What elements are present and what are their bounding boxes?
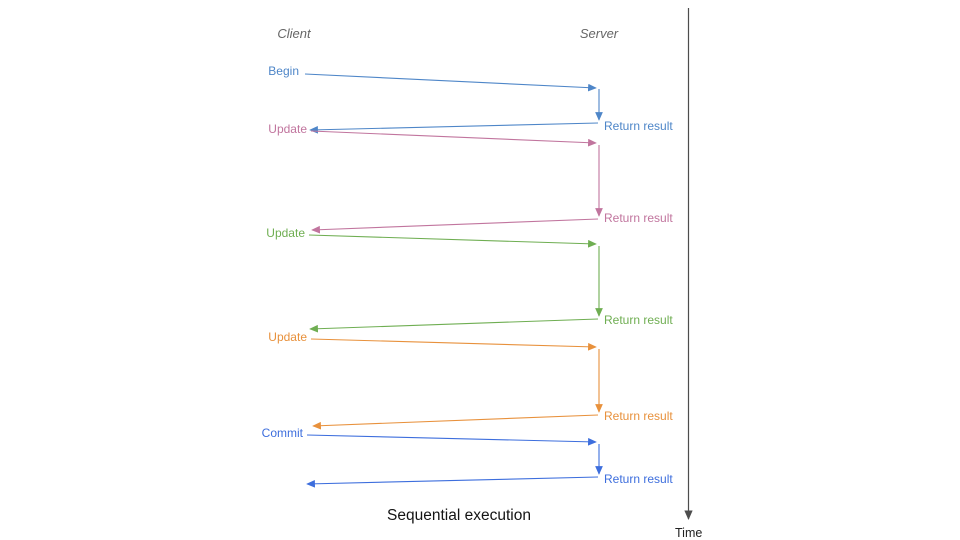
request-arrow [310,338,597,351]
request-arrow [310,130,597,147]
return-result-label: Return result [604,409,673,423]
request-arrow [306,434,597,446]
message-label: Commit [262,426,304,440]
return-arrow [309,122,599,134]
return-arrow [312,414,599,430]
request-arrow [304,73,597,92]
return-arrow [306,476,599,488]
message-group-update-2: Update Return result [266,226,673,333]
client-heading: Client [277,26,312,41]
message-label: Update [266,226,305,240]
message-label: Update [268,330,307,344]
message-label: Update [268,122,307,136]
diagram-title: Sequential execution [387,507,531,524]
request-arrow [308,234,597,248]
time-axis-label: Time [675,526,702,540]
message-group-update-3: Update Return result [268,330,673,430]
return-result-label: Return result [604,211,673,225]
message-group-update-1: Update Return result [268,122,673,234]
return-arrow [309,318,599,333]
message-group-commit: Commit Return result [262,426,673,488]
return-result-label: Return result [604,313,673,327]
message-label: Begin [268,64,299,78]
server-heading: Server [580,26,619,41]
return-arrow [311,218,599,234]
return-result-label: Return result [604,119,673,133]
return-result-label: Return result [604,472,673,486]
time-axis: Time [675,8,702,540]
message-group-begin: Begin Return result [268,64,673,134]
